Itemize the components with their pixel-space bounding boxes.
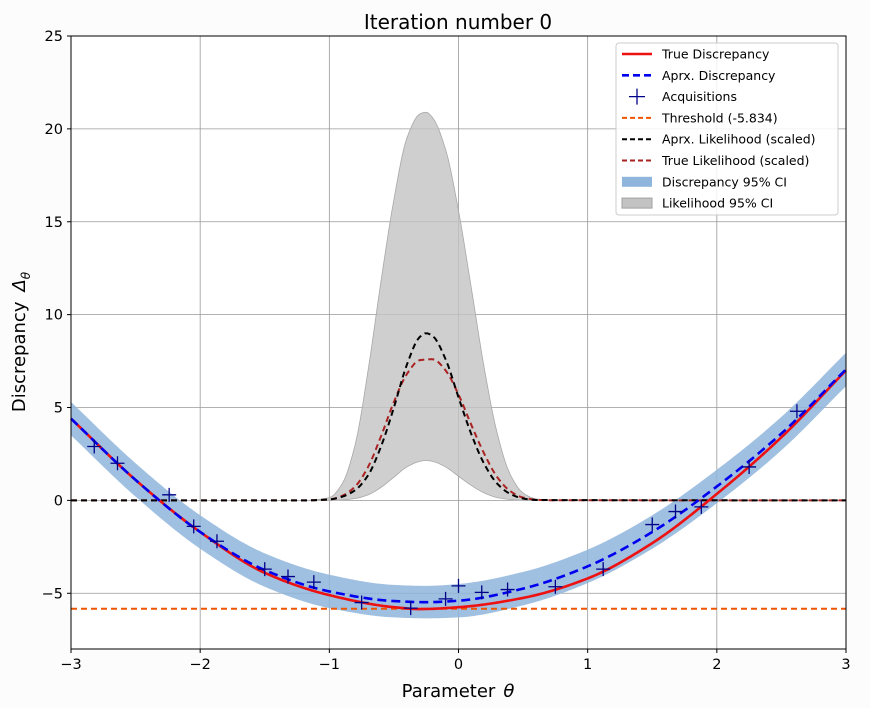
acquisition-point [668,504,683,519]
y-tick-label: 0 [54,493,63,509]
ci-bands [71,111,846,619]
legend-item-aprx-likelihood-scaled: Aprx. Likelihood (scaled) [622,132,816,147]
acquisition-point [548,579,563,594]
y-tick-label: 5 [54,401,63,417]
legend-item-likelihood-95-ci: Likelihood 95% CI [621,196,773,211]
acquisition-point [438,591,453,606]
legend-label: Aprx. Discrepancy [662,68,776,83]
legend-label: True Discrepancy [661,47,770,62]
legend-item-threshold-5-834: Threshold (-5.834) [622,110,778,125]
likelihood-95-ci-band [71,111,846,501]
acquisition-point [403,601,418,616]
acquisition-point [306,575,321,590]
acquisition-point [789,404,804,419]
acquisition-point [645,517,660,532]
acquisition-point [742,459,757,474]
legend-label: Discrepancy 95% CI [662,174,787,189]
legend-item-true-discrepancy: True Discrepancy [622,47,770,62]
axis-ticks: −3 −2 −1 0 1 2 3 −5 0 5 10 15 20 25 [42,29,851,673]
legend-label: Likelihood 95% CI [662,196,773,211]
legend-label: Aprx. Likelihood (scaled) [662,132,816,147]
legend-item-true-likelihood-scaled: True Likelihood (scaled) [622,153,809,168]
legend: True Discrepancy Aprx. Discrepancy Acquisi… [615,42,839,216]
legend-item-aprx-discrepancy: Aprx. Discrepancy [622,68,776,83]
acquisition-point [162,487,177,502]
acquisition-point [87,439,102,454]
y-tick-label: 25 [45,29,63,45]
series-lines [70,332,847,611]
legend-swatch [621,197,653,209]
y-axis-label-symbol: Δ [9,279,30,293]
acquisition-point [186,519,201,534]
y-tick-label: 20 [45,122,63,138]
y-axis-label-subscript: θ [19,271,33,279]
y-tick-label: −5 [42,586,63,602]
x-axis-label-text: Parameter [402,681,496,702]
y-axis-label: Discrepancy Δθ [9,271,33,412]
acquisition-point [596,562,611,577]
acquisition-point [281,569,295,584]
x-axis-label-symbol: θ [503,681,514,702]
acquisition-point [257,562,272,577]
legend-box [615,42,839,216]
x-axis-label: Parameter θ [402,681,515,702]
legend-item-acquisitions: Acquisitions [629,88,737,105]
aprx-discrepancy-line [70,368,847,604]
x-tick-label: 1 [583,657,592,673]
y-tick-label: 10 [45,308,63,324]
acquisition-markers [87,404,804,616]
chart-title: Iteration number 0 [364,10,552,34]
x-tick-label: −1 [319,657,340,673]
legend-swatch [622,176,652,187]
legend-label: True Likelihood (scaled) [661,153,809,168]
legend-label: Acquisitions [662,89,737,104]
x-tick-label: −3 [60,657,81,673]
y-tick-label: 15 [45,215,63,231]
acquisition-point [451,578,466,593]
acquisition-point [209,534,224,549]
legend-item-discrepancy-95-ci: Discrepancy 95% CI [622,174,787,189]
acquisition-point [694,499,709,514]
x-tick-label: 0 [454,657,463,673]
legend-swatch [629,88,645,105]
legend-label: Threshold (-5.834) [661,110,778,125]
aprx-likelihood-scaled-line [71,332,846,502]
x-tick-label: −2 [189,657,210,673]
acquisition-point [500,582,515,597]
y-axis-label-text: Discrepancy [9,301,30,412]
x-tick-label: 3 [841,657,850,673]
acquisition-point [110,456,125,471]
x-tick-label: 2 [712,657,721,673]
acquisition-point [474,585,489,600]
acquisition-point [354,595,369,610]
